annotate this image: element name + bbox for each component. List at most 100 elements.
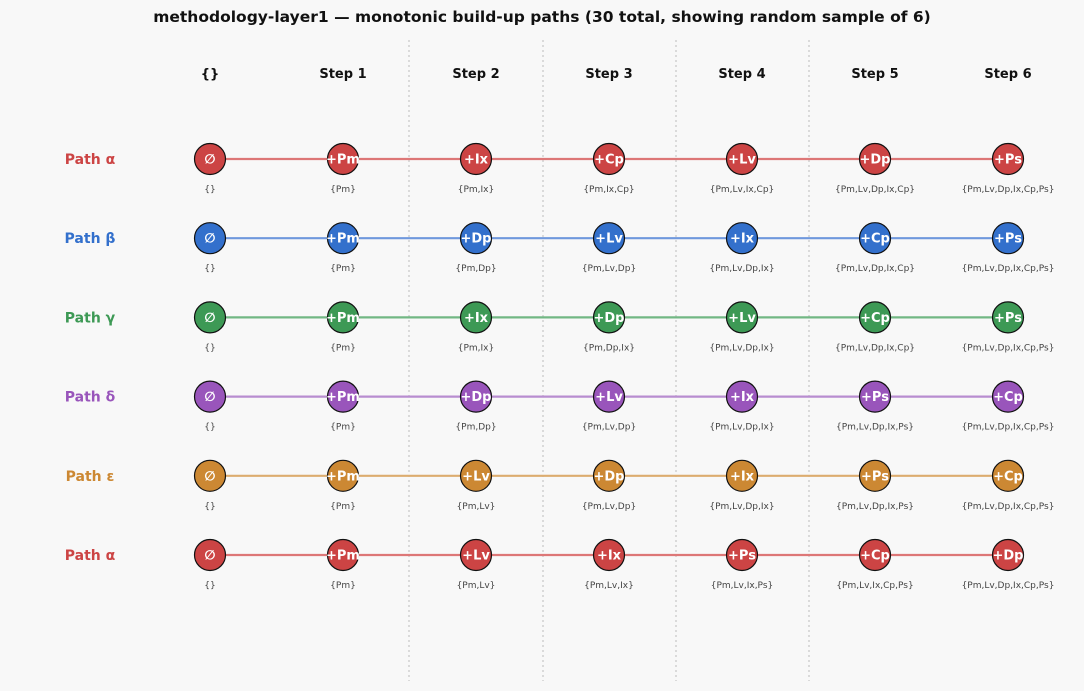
node-label: +Ps — [728, 549, 756, 564]
path-label: Path δ — [65, 390, 116, 406]
set-label: {} — [204, 343, 215, 353]
path-row: Path γ ∅ {} +Pm {Pm} +Ix {Pm,Ix} +Dp {Pm,Dp,Ix} +… — [65, 301, 1054, 353]
path-node — [193, 301, 227, 334]
path-node — [326, 459, 360, 492]
path-node — [858, 222, 892, 255]
node-label: +Cp — [993, 469, 1023, 484]
path-node — [858, 301, 892, 334]
path-node — [991, 222, 1025, 255]
node-label: +Ps — [994, 311, 1022, 326]
path-node — [991, 301, 1025, 334]
path-node — [858, 459, 892, 492]
set-label: {Pm,Lv,Ix,Cp} — [710, 185, 775, 195]
node-label: +Pm — [326, 232, 360, 247]
set-label: {Pm,Lv} — [457, 502, 496, 512]
node-label: +Ps — [861, 390, 889, 405]
set-label: {Pm,Dp,Ix} — [583, 343, 635, 353]
set-label: {Pm} — [330, 343, 356, 353]
node-label: +Dp — [594, 311, 625, 326]
path-node — [193, 380, 227, 413]
set-label: {Pm} — [330, 185, 356, 195]
path-node — [459, 142, 493, 176]
path-node — [459, 459, 493, 492]
set-label: {Pm,Lv,Dp,Ix,Ps} — [836, 502, 914, 512]
path-label: Path ε — [66, 469, 115, 485]
set-label: {Pm,Lv,Ix} — [584, 581, 634, 591]
path-node — [991, 380, 1025, 413]
path-node — [326, 301, 360, 334]
set-label: {} — [204, 502, 215, 512]
node-label: +Lv — [462, 549, 490, 564]
node-label: ∅ — [204, 390, 215, 405]
set-label: {Pm,Lv,Dp,Ix,Cp,Ps} — [962, 185, 1055, 195]
node-label: +Ix — [730, 390, 755, 405]
path-row: Path α ∅ {} +Pm {Pm} +Lv {Pm,Lv} +Ix {Pm,Lv,Ix} +… — [65, 538, 1055, 591]
node-label: +Ix — [730, 232, 755, 247]
node-label: +Pm — [326, 469, 360, 484]
path-node — [193, 459, 227, 492]
path-node — [459, 538, 493, 572]
set-label: {Pm,Lv,Dp,Ix,Cp,Ps} — [962, 264, 1055, 274]
node-label: ∅ — [204, 469, 215, 484]
set-label: {} — [204, 581, 215, 591]
set-label: {} — [204, 264, 215, 274]
column-headers: {} Step 1 Step 2 Step 3 Step 4 Step 5 Step 6 — [201, 67, 1032, 82]
diagram-title: methodology-layer1 — monotonic build-up … — [153, 8, 931, 26]
node-label: +Dp — [461, 390, 492, 405]
node-label: +Cp — [860, 311, 890, 326]
path-node — [725, 459, 759, 492]
set-label: {Pm,Lv,Dp,Ix,Cp} — [835, 343, 915, 353]
set-label: {Pm,Ix} — [458, 343, 495, 353]
node-label: +Pm — [326, 549, 360, 564]
node-label: +Cp — [860, 549, 890, 564]
node-label: +Dp — [594, 469, 625, 484]
path-node — [193, 142, 227, 176]
set-label: {Pm,Lv,Ix,Cp,Ps} — [836, 581, 913, 591]
set-label: {Pm} — [330, 502, 356, 512]
step-separators — [408, 40, 810, 681]
node-label: +Cp — [993, 390, 1023, 405]
path-node — [193, 538, 227, 572]
node-label: +Lv — [728, 311, 756, 326]
node-label: +Pm — [326, 311, 360, 326]
column-header: Step 5 — [851, 67, 898, 82]
path-node — [725, 222, 759, 255]
node-label: +Cp — [594, 153, 624, 168]
path-node — [592, 222, 626, 255]
set-label: {Pm,Lv,Dp,Ix,Ps} — [836, 423, 914, 433]
node-label: +Ps — [994, 153, 1022, 168]
path-label: Path γ — [65, 310, 116, 326]
set-label: {Pm} — [330, 581, 356, 591]
column-header: Step 2 — [452, 67, 499, 82]
set-label: {Pm,Dp} — [455, 264, 496, 274]
node-label: +Ps — [994, 232, 1022, 247]
node-label: +Lv — [462, 469, 490, 484]
path-row: Path β ∅ {} +Pm {Pm} +Dp {Pm,Dp} +Lv {Pm,Lv,Dp} +… — [65, 222, 1055, 274]
node-label: +Dp — [461, 232, 492, 247]
path-node — [326, 142, 360, 176]
set-label: {Pm,Lv,Dp,Ix,Cp,Ps} — [962, 502, 1055, 512]
path-node — [991, 538, 1025, 572]
path-node — [459, 301, 493, 334]
node-label: +Pm — [326, 153, 360, 168]
path-row: Path ε ∅ {} +Pm {Pm} +Lv {Pm,Lv} +Dp {Pm,Lv,Dp} +… — [66, 459, 1055, 512]
path-node — [326, 380, 360, 413]
node-label: +Ps — [861, 469, 889, 484]
path-node — [858, 142, 892, 176]
set-label: {Pm,Lv,Dp,Ix,Cp,Ps} — [962, 581, 1055, 591]
set-label: {Pm,Lv,Dp,Ix} — [709, 423, 774, 433]
set-label: {Pm,Lv,Dp,Ix,Cp,Ps} — [962, 423, 1055, 433]
path-node — [725, 142, 759, 176]
node-label: +Ix — [730, 469, 755, 484]
node-label: +Dp — [993, 549, 1024, 564]
path-row: Path δ ∅ {} +Pm {Pm} +Dp {Pm,Dp} +Lv {Pm,Lv,Dp} +… — [65, 380, 1055, 433]
path-node — [326, 538, 360, 572]
node-label: +Lv — [728, 153, 756, 168]
path-node — [592, 142, 626, 176]
set-label: {Pm,Lv} — [457, 581, 496, 591]
node-label: +Dp — [860, 153, 891, 168]
path-label: Path α — [65, 548, 116, 564]
column-header: Step 1 — [319, 67, 366, 82]
set-label: {Pm,Lv,Dp} — [582, 423, 636, 433]
column-header: {} — [201, 67, 220, 82]
